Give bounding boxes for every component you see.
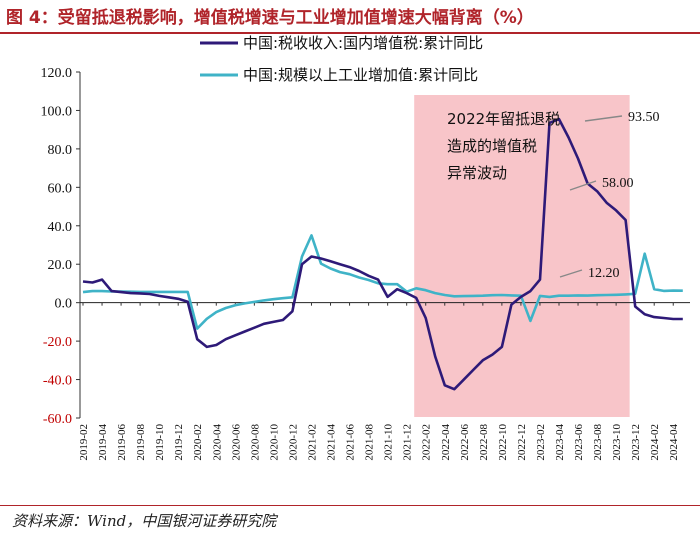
x-tick-label: 2019-12 (173, 424, 185, 461)
x-tick-label: 2021-12 (402, 424, 414, 461)
x-tick-label: 2023-04 (554, 424, 566, 461)
y-tick-label: -40.0 (43, 374, 72, 389)
callout-leader (569, 180, 597, 191)
x-tick-label: 2022-10 (497, 424, 509, 461)
x-tick-label: 2019-06 (116, 424, 128, 461)
x-tick-label: 2021-04 (326, 424, 338, 461)
x-tick-label: 2021-06 (345, 424, 357, 461)
callout-leader (559, 269, 583, 278)
x-tick-label: 2023-10 (611, 424, 623, 461)
x-tick-label: 2021-10 (383, 424, 395, 461)
y-tick-label: 60.0 (48, 181, 73, 196)
x-tick-label: 2021-08 (364, 424, 376, 461)
series-tax-line (82, 117, 683, 391)
callout-leader (584, 115, 623, 122)
footer-rule (0, 505, 700, 506)
x-tick-label: 2023-08 (592, 424, 604, 461)
x-tick-label: 2021-02 (306, 424, 318, 461)
x-tick-label: 2020-04 (211, 424, 223, 461)
y-tick-label: -20.0 (43, 335, 72, 350)
legend-label: 中国:规模以上工业增加值:累计同比 (243, 66, 478, 84)
x-tick-label: 2019-08 (135, 424, 147, 461)
y-tick-label: 0.0 (55, 297, 73, 312)
callout-value: 12.20 (588, 266, 620, 281)
shaded-region (414, 95, 630, 417)
x-tick-label: 2023-12 (630, 424, 642, 461)
x-tick-label: 2022-02 (421, 424, 433, 461)
figure-title: 图 4：受留抵退税影响，增值税增速与工业增加值增速大幅背离（%） (6, 8, 534, 28)
y-tick-label: 20.0 (48, 258, 73, 273)
y-tick-label: 40.0 (48, 220, 73, 235)
x-tick-label: 2024-04 (668, 424, 680, 461)
annotation-text: 异常波动 (447, 164, 507, 182)
title-rule (0, 32, 700, 34)
y-tick-label: -60.0 (43, 412, 72, 427)
x-tick-label: 2023-02 (535, 424, 547, 461)
x-tick-label: 2020-10 (268, 424, 280, 461)
x-tick-label: 2022-04 (440, 424, 452, 461)
x-tick-label: 2019-02 (78, 424, 90, 461)
x-tick-label: 2022-12 (516, 424, 528, 461)
x-tick-label: 2019-10 (154, 424, 166, 461)
legend-label: 中国:税收收入:国内增值税:累计同比 (243, 34, 483, 52)
annotation-text: 2022年留抵退税 (447, 110, 560, 128)
callout-value: 93.50 (628, 110, 660, 125)
x-tick-label: 2022-06 (459, 424, 471, 461)
y-tick-label: 80.0 (48, 143, 73, 158)
x-tick-label: 2020-12 (287, 424, 299, 461)
annotation-text: 造成的增值税 (447, 137, 537, 155)
source-note: 资料来源：Wind，中国银河证券研究院 (12, 512, 277, 530)
x-tick-label: 2019-04 (97, 424, 109, 461)
series-industry-line (82, 234, 683, 330)
x-tick-label: 2020-06 (230, 424, 242, 461)
x-tick-label: 2024-02 (649, 424, 661, 461)
y-tick-label: 100.0 (41, 104, 73, 119)
x-tick-label: 2020-08 (249, 424, 261, 461)
callout-value: 58.00 (602, 176, 634, 191)
x-tick-label: 2023-06 (573, 424, 585, 461)
y-tick-label: 120.0 (41, 66, 73, 81)
x-tick-label: 2022-08 (478, 424, 490, 461)
x-tick-label: 2020-02 (192, 424, 204, 461)
